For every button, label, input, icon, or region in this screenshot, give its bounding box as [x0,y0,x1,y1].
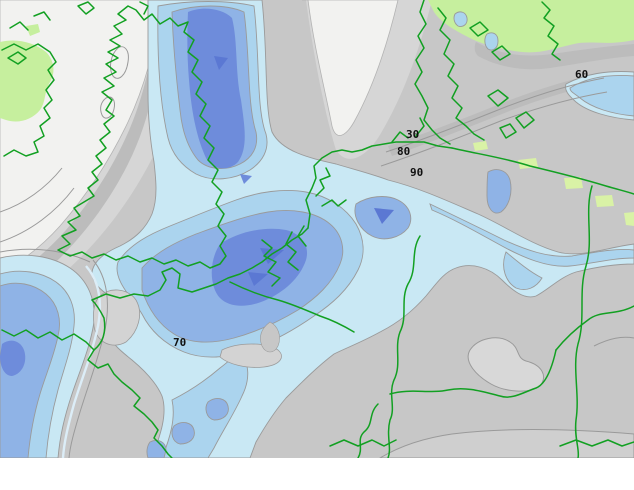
rh-blue-bands [0,0,634,458]
contour-lines [0,46,634,458]
border-rhine [387,235,421,458]
contour-label-group: 60 30 80 90 70 [173,68,588,349]
contour-label: 80 [397,145,410,158]
coastlines-borders [1,0,634,458]
coast-france-west [1,329,173,458]
contour-label: 60 [575,68,588,81]
coast-netherlands-germany [305,141,453,229]
caption-bar: RH 700 hPa [%] GFS Fr 12-12-2025 06:00 U… [0,458,634,490]
coast-great-britain [57,5,227,269]
rh-contour-map: 60 30 80 90 70 [0,0,634,458]
border-oder [574,185,593,458]
coast-ireland [1,43,57,157]
coast-denmark [414,0,451,145]
coast-baltic [451,147,634,195]
contour-label: 70 [173,336,186,349]
coast-channel [91,227,309,301]
map-canvas: 60 30 80 90 70 [0,0,634,458]
contour-label: 30 [406,128,419,141]
contour-label: 90 [410,166,423,179]
